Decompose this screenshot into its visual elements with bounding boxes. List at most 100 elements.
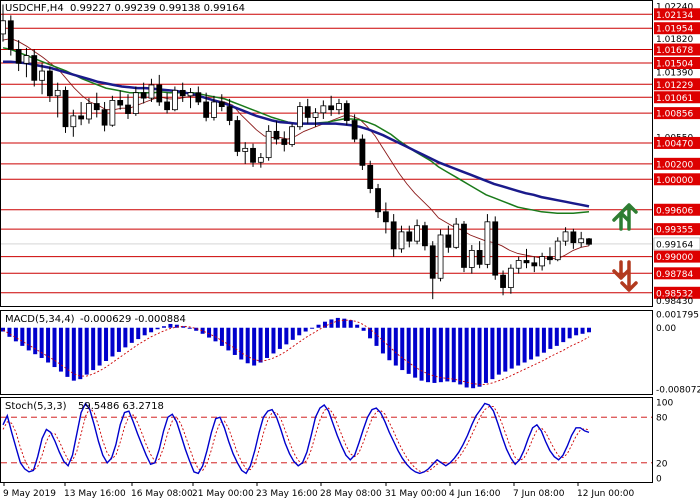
price-tick-label: 1.01390 [656,68,693,78]
macd-bar [20,327,25,346]
candle-body [101,109,108,126]
macd-bar [471,327,476,389]
candle-body [31,55,38,81]
macd-bar [13,327,18,342]
level-label: 1.01678 [656,46,693,56]
candle-body [570,231,577,244]
candle-body [218,101,225,108]
macd-bar [129,327,134,343]
level-label-box [654,173,700,186]
macd-bar [355,324,360,328]
candle-body [304,106,311,118]
macd-bar [310,327,315,329]
level-label-box [654,57,700,69]
candle-body [484,221,491,265]
level-label: 1.00000 [656,176,693,186]
level-label: 1.02134 [656,11,693,21]
current-price-label: 0.99164 [656,240,693,250]
macd-bar [123,327,128,348]
macd-bar [361,327,366,331]
candle-body [140,92,147,99]
candle-body [46,70,53,97]
candle-body [453,223,460,248]
macd-bar [567,327,572,339]
level-label-box [654,203,700,216]
x-tick-label: 16 May 08:00 [131,489,193,499]
candle-body [15,48,22,64]
candle-body [414,225,421,242]
macd-title: MACD(5,34,4) [5,314,75,325]
candle-body [398,231,405,250]
macd-bar [65,327,70,377]
macd-bar [232,327,237,355]
stoch-signal-line [2,406,590,473]
macd-bar [161,326,166,328]
candle-body [273,130,280,140]
level-label-box [654,78,700,91]
price-tick-label: 1.01820 [656,35,693,45]
macd-bar [277,327,282,349]
macd-bar [303,327,308,332]
candle-body [390,221,397,250]
candle-body [492,221,499,276]
macd-bar [445,327,450,382]
macd-bar [200,327,205,334]
level-label: 0.99000 [656,253,693,263]
candle-body [195,92,202,103]
candle-body [54,89,61,97]
level-label: 1.01954 [656,25,693,35]
level-label-box [654,8,700,21]
macd-bar [419,327,424,381]
stoch-tick-label: 100 [656,399,673,409]
candle-body [359,138,366,166]
macd-bar [219,327,224,346]
candle-body [375,188,381,213]
candle-body [507,267,514,288]
candle-body [476,250,483,265]
candle-body [539,256,546,267]
macd-bar [406,327,411,374]
x-tick-label: 13 May 16:00 [64,489,126,499]
macd-bar [374,327,379,346]
candle-body [70,115,77,128]
level-label: 1.01504 [656,60,693,70]
candle-body [406,231,413,242]
level-label: 0.99606 [656,206,693,216]
macd-bar [174,324,179,328]
candle-body [586,238,592,245]
candle-body [164,101,170,111]
macd-bar [522,327,527,363]
macd-tick-label: 0.001795 [656,311,699,321]
macd-bar [142,327,147,336]
macd-bar [580,327,585,334]
level-label: 1.00200 [656,160,693,170]
candle-body [382,211,389,223]
current-price-box [653,237,700,251]
macd-bar [342,318,347,328]
level-label: 0.98532 [656,289,693,299]
macd-bar [554,327,559,346]
candle-body [78,115,85,120]
macd-bar [477,327,482,387]
macd-bar [297,327,302,336]
macd-bar [458,327,463,385]
ma-fast-line [2,38,590,260]
macd-bar [516,327,521,366]
candle-body [554,240,561,261]
red-down-arrow-icon [612,260,638,292]
macd-bar [239,327,244,360]
macd-bar [252,327,257,366]
macd-bar [393,327,398,366]
macd-bar [78,327,83,380]
candle-body [320,105,327,114]
candle-body [429,245,436,279]
candle-body [328,105,335,111]
main-panel-frame [0,0,653,307]
candle-body [422,225,428,247]
candle-body [367,164,374,189]
symbol-label: USDCHF,H4 [5,3,64,14]
ma-mid-line [2,47,590,215]
candle-body [226,106,233,121]
